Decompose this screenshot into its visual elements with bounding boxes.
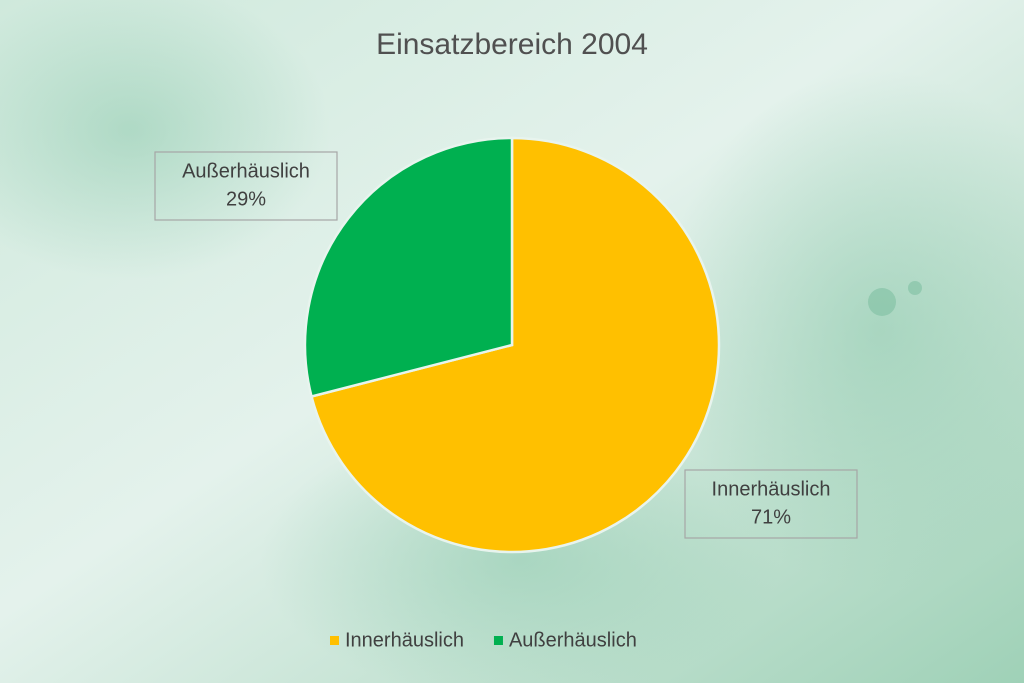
pie-slice [303,136,514,399]
pie [303,136,721,554]
decoration [0,0,330,280]
label-category: Innerhäuslich [712,478,831,500]
decoration [908,281,922,295]
legend-label: Innerhäuslich [345,629,464,651]
decoration [868,288,896,316]
decoration [660,70,1024,590]
data-label: Innerhäuslich 71% [684,469,858,539]
label-box [684,469,858,539]
legend-marker [493,636,503,645]
chart-title: Einsatzbereich 2004 [376,28,648,61]
label-value: 29% [226,188,266,210]
pie-slice [309,136,721,554]
legend-label: Außerhäuslich [509,629,637,651]
data-labels: Innerhäuslich 71% Außerhäuslich 29% [154,151,858,539]
data-label: Außerhäuslich 29% [154,151,338,221]
label-value: 71% [751,506,791,528]
label-box [154,151,338,221]
label-category: Außerhäuslich [182,160,310,182]
legend: Innerhäuslich Außerhäuslich [330,629,637,651]
legend-marker [330,636,339,645]
